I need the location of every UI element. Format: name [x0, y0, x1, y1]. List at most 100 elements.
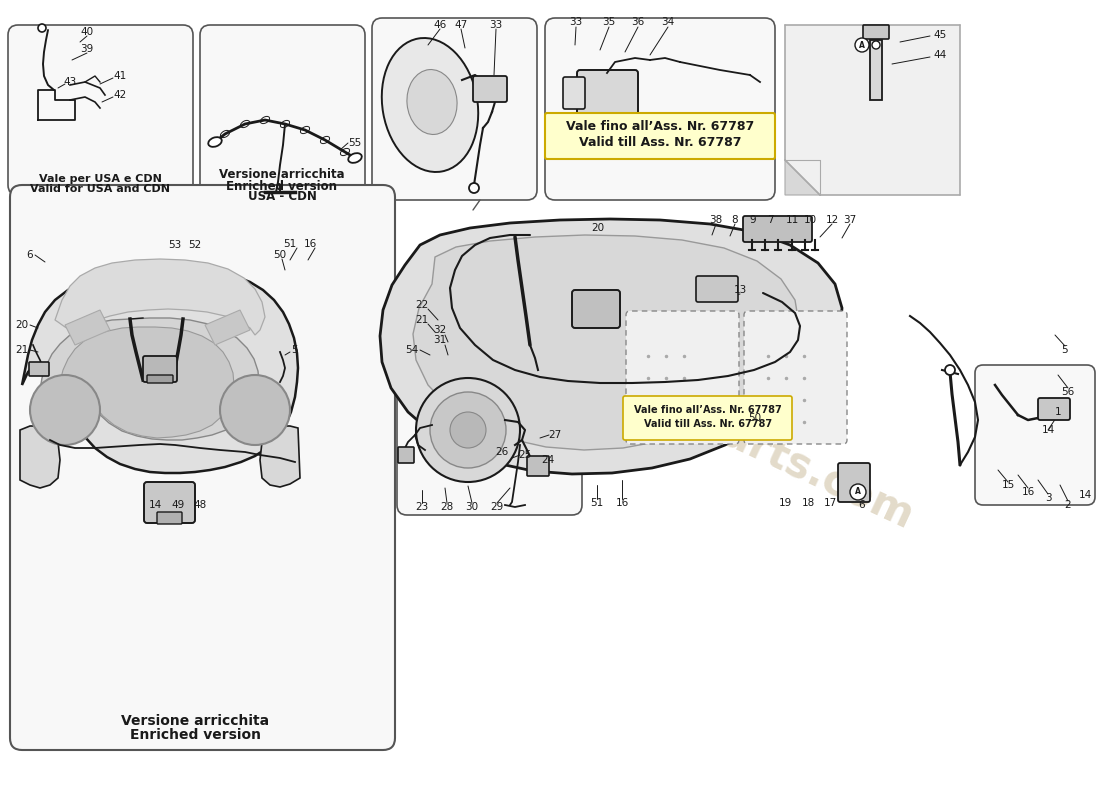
Text: 30: 30	[465, 502, 478, 512]
Text: 29: 29	[491, 502, 504, 512]
Text: 6: 6	[26, 250, 33, 260]
Text: 39: 39	[80, 44, 94, 54]
Text: 50: 50	[274, 250, 287, 260]
Text: A: A	[859, 41, 865, 50]
Ellipse shape	[382, 38, 478, 172]
Text: 48: 48	[194, 500, 207, 510]
Text: 5: 5	[1062, 345, 1068, 355]
FancyBboxPatch shape	[696, 276, 738, 302]
Text: 47: 47	[454, 20, 467, 30]
Text: Versione arricchita: Versione arricchita	[219, 169, 344, 182]
Text: 42: 42	[113, 90, 127, 100]
Polygon shape	[785, 160, 820, 195]
Text: 37: 37	[844, 215, 857, 225]
Text: Enriched version: Enriched version	[130, 728, 261, 742]
Polygon shape	[40, 318, 258, 440]
Circle shape	[430, 392, 506, 468]
FancyBboxPatch shape	[473, 76, 507, 102]
Text: 44: 44	[934, 50, 947, 60]
Text: 50: 50	[748, 413, 761, 423]
Text: 28: 28	[440, 502, 453, 512]
Circle shape	[872, 41, 880, 49]
Text: USA - CDN: USA - CDN	[248, 190, 317, 203]
Circle shape	[220, 375, 290, 445]
Text: 33: 33	[490, 20, 503, 30]
FancyBboxPatch shape	[544, 113, 776, 159]
Text: 36: 36	[631, 17, 645, 27]
Text: 51: 51	[284, 239, 297, 249]
FancyBboxPatch shape	[144, 482, 195, 523]
Text: 54: 54	[406, 345, 419, 355]
Polygon shape	[65, 310, 110, 345]
Polygon shape	[20, 426, 60, 488]
Text: 23: 23	[416, 502, 429, 512]
Polygon shape	[58, 327, 234, 438]
Text: A: A	[855, 487, 861, 497]
Text: Valid till Ass. Nr. 67787: Valid till Ass. Nr. 67787	[644, 419, 772, 429]
FancyBboxPatch shape	[742, 216, 812, 242]
Text: 11: 11	[785, 215, 799, 225]
Text: 24: 24	[541, 455, 554, 465]
Polygon shape	[260, 426, 300, 487]
Text: 13: 13	[734, 285, 747, 295]
Text: 16: 16	[1022, 487, 1035, 497]
Text: Versione arricchita: Versione arricchita	[121, 714, 270, 728]
Text: Enriched version: Enriched version	[227, 179, 338, 193]
Ellipse shape	[349, 153, 362, 163]
Text: 2: 2	[1065, 500, 1071, 510]
Text: 7: 7	[767, 215, 773, 225]
Text: 45: 45	[934, 30, 947, 40]
FancyBboxPatch shape	[8, 25, 192, 195]
FancyBboxPatch shape	[838, 463, 870, 502]
Text: 16: 16	[304, 239, 317, 249]
Text: 21: 21	[15, 345, 29, 355]
FancyBboxPatch shape	[143, 356, 177, 382]
Text: Vale fino all’Ass. Nr. 67787: Vale fino all’Ass. Nr. 67787	[634, 405, 782, 415]
Circle shape	[855, 38, 869, 52]
Circle shape	[30, 375, 100, 445]
Circle shape	[39, 24, 46, 32]
FancyBboxPatch shape	[744, 311, 847, 444]
Text: 21: 21	[416, 315, 429, 325]
Text: 31: 31	[433, 335, 447, 345]
Text: Valid for USA and CDN: Valid for USA and CDN	[30, 184, 170, 194]
FancyBboxPatch shape	[147, 375, 173, 383]
Polygon shape	[55, 259, 265, 335]
Text: 26: 26	[495, 447, 508, 457]
Text: 52: 52	[188, 240, 201, 250]
FancyBboxPatch shape	[157, 512, 182, 524]
Text: 20: 20	[592, 223, 605, 233]
Circle shape	[450, 412, 486, 448]
Text: 41: 41	[113, 71, 127, 81]
Text: 46: 46	[433, 20, 447, 30]
Ellipse shape	[208, 137, 222, 147]
Text: 32: 32	[433, 325, 447, 335]
Polygon shape	[785, 25, 960, 195]
Circle shape	[416, 378, 520, 482]
Text: Vale per USA e CDN: Vale per USA e CDN	[39, 174, 162, 184]
Text: 53: 53	[168, 240, 182, 250]
Text: 19: 19	[779, 498, 792, 508]
FancyBboxPatch shape	[29, 362, 50, 376]
Text: 5: 5	[292, 345, 298, 355]
Circle shape	[945, 365, 955, 375]
Polygon shape	[412, 235, 799, 450]
Circle shape	[469, 183, 478, 193]
Ellipse shape	[407, 70, 458, 134]
Text: 56: 56	[1062, 387, 1075, 397]
Text: 34: 34	[661, 17, 674, 27]
FancyBboxPatch shape	[372, 18, 537, 200]
Text: 33: 33	[570, 17, 583, 27]
Text: 6: 6	[859, 500, 866, 510]
Text: Vale fino all’Ass. Nr. 67787: Vale fino all’Ass. Nr. 67787	[565, 121, 755, 134]
FancyBboxPatch shape	[623, 396, 792, 440]
Text: 25: 25	[518, 450, 531, 460]
Text: 17: 17	[824, 498, 837, 508]
Text: 51: 51	[591, 498, 604, 508]
Text: 12: 12	[825, 215, 838, 225]
Text: 14: 14	[148, 500, 162, 510]
Text: 14: 14	[1078, 490, 1091, 500]
Text: 9: 9	[750, 215, 757, 225]
Text: 38: 38	[710, 215, 723, 225]
Circle shape	[850, 484, 866, 500]
